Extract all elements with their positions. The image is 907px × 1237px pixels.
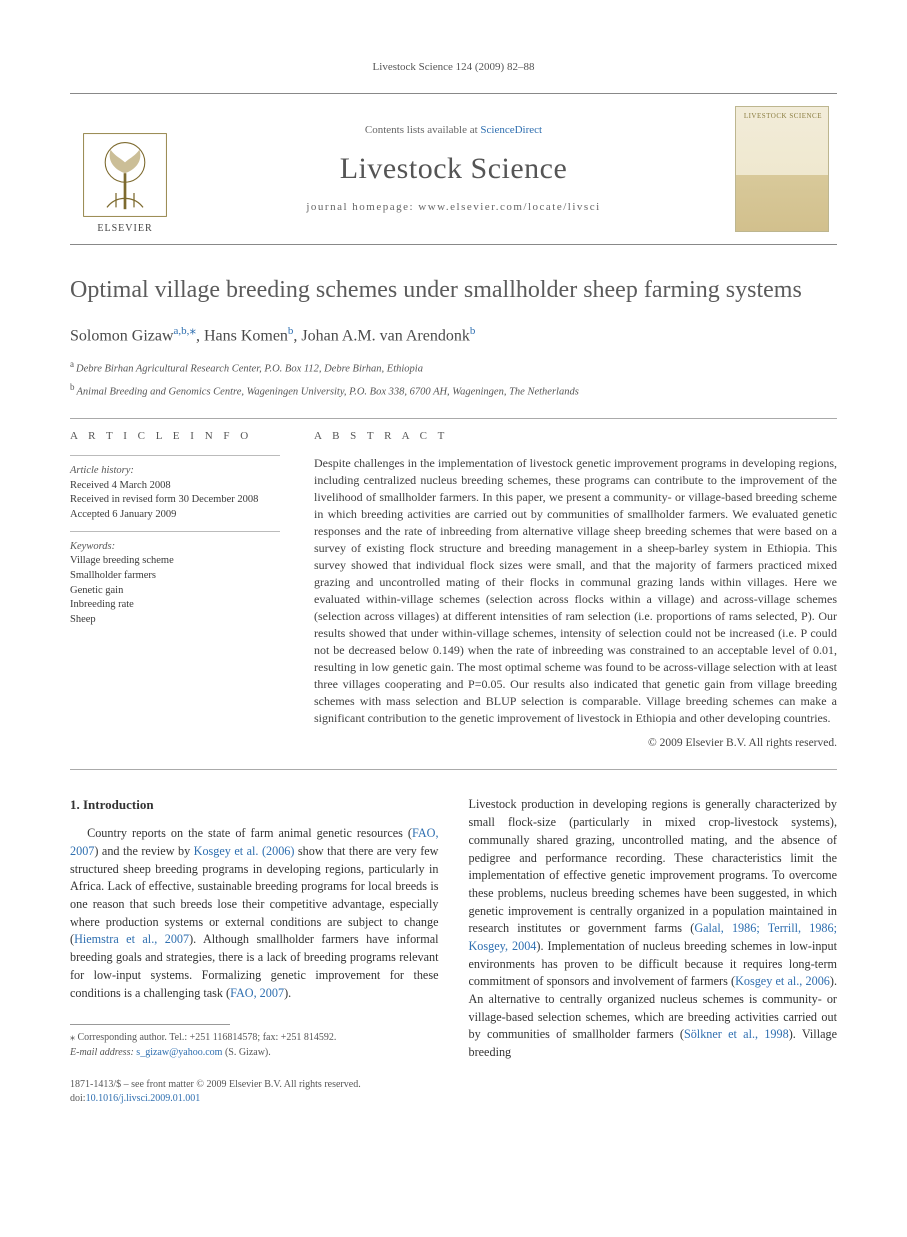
article-info-head: A R T I C L E I N F O bbox=[70, 429, 280, 444]
sciencedirect-link[interactable]: ScienceDirect bbox=[480, 124, 542, 136]
email-tail: (S. Gizaw). bbox=[222, 1047, 270, 1058]
corresponding-footnote: ⁎ Corresponding author. Tel.: +251 11681… bbox=[70, 1024, 439, 1060]
abstract-head: A B S T R A C T bbox=[314, 429, 837, 444]
author-list: Solomon Gizawa,b,⁎, Hans Komenb, Johan A… bbox=[70, 321, 837, 348]
banner-center: Contents lists available at ScienceDirec… bbox=[180, 94, 727, 244]
keyword: Smallholder farmers bbox=[70, 569, 280, 584]
info-abstract-row: A R T I C L E I N F O Article history: R… bbox=[70, 429, 837, 751]
body-text: Country reports on the state of farm ani… bbox=[87, 826, 412, 840]
author-name: Hans Komen bbox=[204, 328, 288, 345]
divider bbox=[70, 418, 837, 419]
body-text: ) and the review by bbox=[94, 844, 193, 858]
history-received: Received 4 March 2008 bbox=[70, 479, 280, 494]
article-title: Optimal village breeding schemes under s… bbox=[70, 275, 837, 305]
journal-cover-thumb: LIVESTOCK SCIENCE bbox=[735, 106, 829, 232]
journal-homepage-line: journal homepage: www.elsevier.com/locat… bbox=[180, 200, 727, 215]
affiliation-text: Debre Birhan Agricultural Research Cente… bbox=[76, 364, 423, 375]
affiliation-a: aDebre Birhan Agricultural Research Cent… bbox=[70, 358, 837, 377]
contents-available-line: Contents lists available at ScienceDirec… bbox=[180, 123, 727, 138]
body-two-column: 1. Introduction Country reports on the s… bbox=[70, 796, 837, 1061]
homepage-url: www.elsevier.com/locate/livsci bbox=[418, 201, 600, 213]
history-label: Article history: bbox=[70, 464, 280, 479]
page: Livestock Science 124 (2009) 82–88 ELSEV… bbox=[0, 0, 907, 1156]
keywords-label: Keywords: bbox=[70, 540, 280, 555]
keyword: Sheep bbox=[70, 613, 280, 628]
publisher-brand: ELSEVIER bbox=[97, 222, 152, 236]
keyword: Inbreeding rate bbox=[70, 598, 280, 613]
author-name: Johan A.M. van Arendonk bbox=[301, 328, 469, 345]
divider bbox=[70, 769, 837, 770]
abstract-copyright: © 2009 Elsevier B.V. All rights reserved… bbox=[314, 735, 837, 751]
page-footer: 1871-1413/$ – see front matter © 2009 El… bbox=[70, 1078, 837, 1106]
doi-line: doi:10.1016/j.livsci.2009.01.001 bbox=[70, 1092, 837, 1106]
publisher-logo-block: ELSEVIER bbox=[70, 94, 180, 244]
body-paragraph: Country reports on the state of farm ani… bbox=[70, 825, 439, 1002]
author-name: Solomon Gizaw bbox=[70, 328, 174, 345]
author-affiliation-sup: b bbox=[470, 325, 476, 337]
keyword: Village breeding scheme bbox=[70, 554, 280, 569]
keyword: Genetic gain bbox=[70, 584, 280, 599]
abstract-text: Despite challenges in the implementation… bbox=[314, 455, 837, 728]
elsevier-tree-icon bbox=[80, 130, 170, 220]
author-separator: , bbox=[196, 328, 204, 345]
contents-prefix: Contents lists available at bbox=[365, 124, 480, 136]
cover-label: LIVESTOCK SCIENCE bbox=[744, 113, 822, 121]
email-label: E-mail address: bbox=[70, 1047, 136, 1058]
author-affiliation-sup: a,b, bbox=[174, 325, 190, 337]
citation-link[interactable]: Kosgey et al. (2006) bbox=[194, 844, 295, 858]
journal-banner: ELSEVIER Contents lists available at Sci… bbox=[70, 93, 837, 245]
corr-email-line: E-mail address: s_gizaw@yahoo.com (S. Gi… bbox=[70, 1046, 439, 1061]
email-link[interactable]: s_gizaw@yahoo.com bbox=[136, 1047, 222, 1058]
history-revised: Received in revised form 30 December 200… bbox=[70, 493, 280, 508]
doi-label: doi: bbox=[70, 1093, 86, 1104]
homepage-prefix: journal homepage: bbox=[306, 201, 418, 213]
hairline-divider bbox=[70, 531, 280, 532]
running-head: Livestock Science 124 (2009) 82–88 bbox=[70, 60, 837, 75]
front-matter-line: 1871-1413/$ – see front matter © 2009 El… bbox=[70, 1078, 837, 1092]
affiliation-text: Animal Breeding and Genomics Centre, Wag… bbox=[77, 387, 579, 398]
journal-title: Livestock Science bbox=[180, 148, 727, 190]
doi-link[interactable]: 10.1016/j.livsci.2009.01.001 bbox=[86, 1093, 201, 1104]
article-info-column: A R T I C L E I N F O Article history: R… bbox=[70, 429, 280, 751]
citation-link[interactable]: Sölkner et al., 1998 bbox=[684, 1027, 789, 1041]
body-text: Livestock production in developing regio… bbox=[469, 797, 838, 935]
citation-link[interactable]: FAO, 2007 bbox=[230, 986, 284, 1000]
history-accepted: Accepted 6 January 2009 bbox=[70, 508, 280, 523]
cover-thumb-block: LIVESTOCK SCIENCE bbox=[727, 94, 837, 244]
hairline-divider bbox=[70, 455, 280, 456]
abstract-column: A B S T R A C T Despite challenges in th… bbox=[314, 429, 837, 751]
body-text: ). bbox=[284, 986, 291, 1000]
corr-author-line: ⁎ Corresponding author. Tel.: +251 11681… bbox=[70, 1031, 439, 1046]
citation-link[interactable]: Kosgey et al., 2006 bbox=[735, 974, 830, 988]
affiliation-b: bAnimal Breeding and Genomics Centre, Wa… bbox=[70, 381, 837, 400]
body-paragraph: Livestock production in developing regio… bbox=[469, 796, 838, 1061]
citation-link[interactable]: Hiemstra et al., 2007 bbox=[74, 932, 189, 946]
footnote-rule bbox=[70, 1024, 230, 1025]
section-heading: 1. Introduction bbox=[70, 796, 439, 815]
